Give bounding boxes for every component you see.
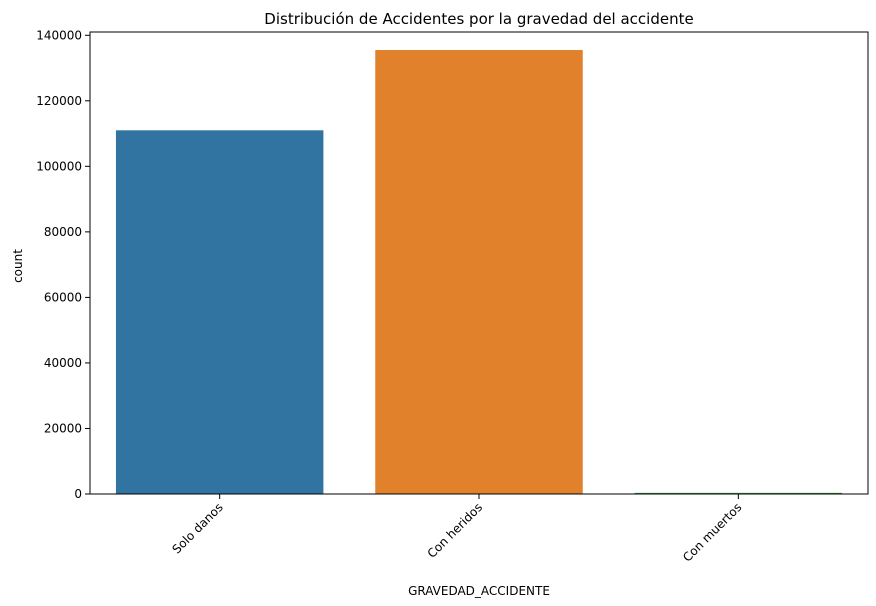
y-tick-label: 60000 <box>44 290 82 304</box>
chart-title: Distribución de Accidentes por la graved… <box>264 10 693 28</box>
x-axis: Solo danos Con heridos Con muertos <box>169 494 744 565</box>
x-axis-label: GRAVEDAD_ACCIDENTE <box>408 584 550 598</box>
y-axis: 0 20000 40000 60000 80000 100000 120000 140000 <box>36 28 90 501</box>
bars <box>115 50 843 495</box>
y-tick-label: 0 <box>74 487 82 501</box>
y-tick-label: 120000 <box>36 94 82 108</box>
y-tick-label: 40000 <box>44 356 82 370</box>
x-tick-label: Con muertos <box>680 500 744 564</box>
plot-area: 020000400006000080000100000120000140000 … <box>36 28 869 565</box>
y-tick-label: 20000 <box>44 421 82 435</box>
plot-frame <box>89 31 869 495</box>
y-tick-label: 100000 <box>36 159 82 173</box>
x-tick-label: Solo danos <box>169 500 225 556</box>
bar-con-heridos <box>375 50 583 495</box>
y-tick-label: 140000 <box>36 28 82 42</box>
bar-con-muertos <box>634 492 843 494</box>
x-tick-label: Con heridos <box>425 500 486 561</box>
y-axis-label: count <box>11 249 25 283</box>
bar-solo-danos <box>115 130 324 495</box>
y-tick-label: 80000 <box>44 225 82 239</box>
